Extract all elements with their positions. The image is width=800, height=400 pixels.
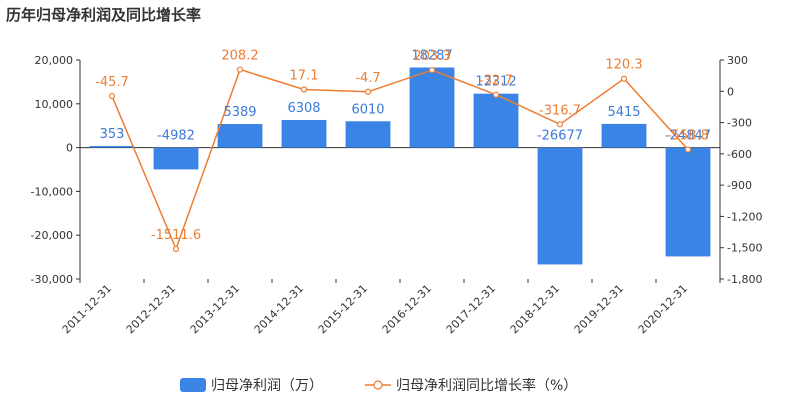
legend-bar-label: 归母净利润（万）	[211, 377, 323, 394]
growth-value-label: -558.8	[667, 129, 709, 144]
x-tick-label: 2018-12-31	[508, 282, 562, 336]
growth-value-label: 17.1	[290, 69, 319, 84]
bar	[89, 146, 135, 148]
y-left-tick-label: -10,000	[31, 185, 73, 198]
y-right-tick-label: -1,500	[727, 242, 762, 255]
growth-value-label: -45.7	[95, 75, 129, 90]
growth-point	[300, 86, 308, 93]
bar	[409, 67, 455, 148]
y-right-tick-label: 300	[727, 54, 748, 67]
bar	[281, 119, 327, 148]
bar	[217, 123, 263, 148]
growth-value-label: 120.3	[605, 58, 642, 73]
x-tick-label: 2016-12-31	[380, 282, 434, 336]
growth-point	[236, 66, 244, 73]
bar	[153, 147, 199, 170]
growth-value-label: 203.3	[413, 49, 450, 64]
chart-title: 历年归母净利润及同比增长率	[6, 6, 202, 24]
growth-value-label: -1511.6	[151, 228, 201, 243]
growth-point	[108, 92, 116, 100]
y-right-tick-label: -900	[727, 179, 752, 192]
growth-value-label: 208.2	[221, 49, 258, 64]
bar-value-label: 5415	[607, 105, 640, 120]
growth-line	[111, 68, 689, 251]
growth-point	[172, 245, 180, 253]
y-left-tick-label: 10,000	[35, 98, 74, 111]
bar-value-label: -4982	[157, 129, 195, 144]
growth-value-label: -32.7	[479, 74, 513, 89]
bar-value-label: -24847	[665, 129, 711, 144]
growth-point	[620, 75, 628, 82]
growth-point	[428, 66, 436, 74]
growth-point	[684, 146, 692, 153]
bar-value-label: 18287	[411, 49, 452, 64]
bar	[601, 123, 647, 148]
legend-line-label: 归母净利润同比增长率（%）	[396, 377, 577, 394]
bar-value-label: -26677	[537, 129, 583, 144]
bar-value-label: 12312	[475, 75, 516, 90]
x-tick-label: 2017-12-31	[444, 282, 498, 336]
y-right-tick-label: -1,800	[727, 273, 762, 286]
y-left-tick-label: 0	[66, 142, 73, 155]
x-tick-label: 2013-12-31	[188, 282, 242, 336]
growth-point	[492, 91, 500, 98]
growth-value-label: -4.7	[355, 71, 380, 86]
bar	[473, 93, 519, 148]
legend-bar-swatch	[180, 378, 206, 392]
bar-value-label: 353	[100, 127, 125, 142]
y-left-tick-label: 20,000	[35, 54, 74, 67]
y-right-tick-label: -600	[727, 148, 752, 161]
bar	[345, 121, 391, 148]
y-right-tick-label: 0	[727, 85, 734, 98]
growth-point	[364, 88, 372, 95]
bar-value-label: 6010	[351, 102, 384, 117]
x-tick-label: 2012-12-31	[124, 282, 178, 336]
y-left-tick-label: -30,000	[31, 273, 73, 286]
y-left-tick-label: -20,000	[31, 229, 73, 242]
x-tick-label: 2019-12-31	[572, 282, 626, 336]
x-tick-label: 2011-12-31	[60, 282, 114, 336]
bar-value-label: 5389	[223, 105, 256, 120]
bar	[665, 147, 711, 257]
bar-value-label: 6308	[287, 101, 320, 116]
y-right-tick-label: -1,200	[727, 210, 762, 223]
bar	[537, 147, 583, 265]
growth-point	[556, 121, 564, 128]
x-tick-label: 2015-12-31	[316, 282, 370, 336]
growth-value-label: -316.7	[539, 103, 581, 118]
x-tick-label: 2020-12-31	[636, 282, 690, 336]
x-tick-label: 2014-12-31	[252, 282, 306, 336]
y-right-tick-label: -300	[727, 117, 752, 130]
legend-line-marker	[373, 380, 383, 390]
